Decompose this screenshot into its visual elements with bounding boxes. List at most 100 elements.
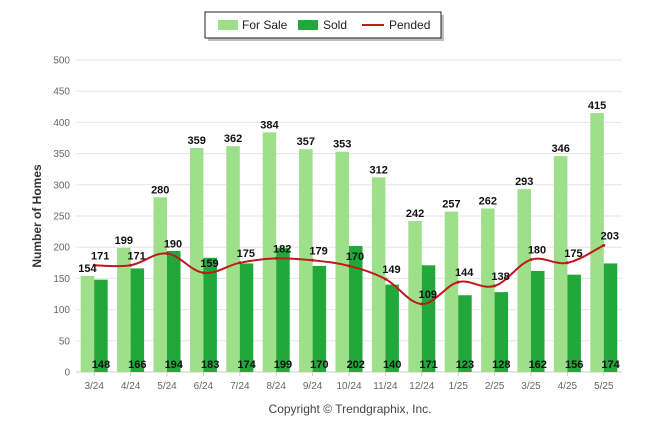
data-label-sold: 128	[492, 359, 510, 371]
bar-sold	[312, 265, 327, 372]
bar-for-sale	[117, 247, 131, 372]
data-label-pended: 170	[346, 251, 364, 263]
pended-point	[347, 264, 351, 268]
x-tick-label: 9/24	[303, 381, 323, 392]
x-axis: 3/24 4/24 5/24 6/24 7/24 8/24 9/24 10/24 11/24 12…	[84, 372, 614, 392]
bar-for-sale	[80, 275, 95, 372]
data-label-for-sale: 346	[551, 143, 569, 155]
bar-for-sale	[553, 156, 568, 372]
data-label-pended: 179	[309, 245, 327, 257]
pended-point	[274, 256, 278, 260]
data-label-sold: 166	[128, 359, 146, 371]
bar-sold	[167, 250, 181, 372]
x-tick-label: 12/24	[409, 381, 434, 392]
bar-for-sale	[517, 189, 531, 372]
data-label-pended: 182	[273, 243, 291, 255]
data-label-for-sale: 362	[224, 133, 242, 145]
data-label-for-sale: 154	[78, 263, 97, 275]
x-tick-label: 10/24	[336, 381, 361, 392]
bar-for-sale	[153, 197, 167, 372]
bar-sold	[458, 295, 472, 372]
y-tick-label: 400	[53, 118, 70, 129]
x-tick-label: 8/24	[266, 381, 286, 392]
bar-for-sale	[408, 220, 422, 372]
pended-line	[92, 243, 606, 306]
pended-point	[493, 284, 497, 288]
data-label-for-sale: 262	[479, 196, 497, 208]
bar-for-sale	[262, 132, 277, 372]
bar-for-sale	[371, 177, 386, 372]
y-tick-label: 150	[53, 274, 70, 285]
pended-point	[529, 258, 533, 262]
data-label-sold: 171	[419, 359, 437, 371]
data-label-pended: 175	[237, 248, 255, 260]
data-label-sold: 162	[529, 359, 547, 371]
pended-point	[311, 258, 315, 262]
data-label-sold: 183	[201, 359, 219, 371]
pended-point	[201, 271, 205, 275]
bar-sold	[494, 292, 509, 372]
pended-point	[456, 280, 460, 284]
data-label-pended: 138	[491, 271, 509, 283]
data-label-for-sale: 293	[515, 176, 533, 188]
data-label-sold: 199	[274, 359, 292, 371]
legend-swatch-for-sale	[218, 20, 238, 30]
y-tick-label: 250	[53, 212, 70, 223]
bar-for-sale	[226, 146, 240, 372]
data-label-pended: 171	[91, 250, 109, 262]
pended-point	[238, 261, 242, 265]
data-labels: 154 148 199 166 280 194 359 183 362 174 384 199 357 1…	[78, 100, 620, 371]
bar-for-sale	[444, 211, 459, 372]
data-label-sold: 170	[310, 359, 328, 371]
y-tick-label: 500	[53, 56, 70, 67]
bar-sold	[385, 284, 399, 372]
bar-for-sale	[590, 113, 604, 372]
copyright-footer: Copyright © Trendgraphix, Inc.	[269, 402, 432, 416]
data-label-pended: 144	[455, 267, 474, 279]
pended-point	[92, 263, 96, 267]
y-tick-label: 200	[53, 243, 70, 254]
data-label-sold: 140	[383, 359, 401, 371]
legend-label-pended: Pended	[389, 18, 430, 32]
bar-sold	[603, 263, 618, 372]
legend-box	[204, 11, 442, 39]
data-label-for-sale: 353	[333, 139, 351, 151]
data-label-pended: 159	[200, 258, 218, 270]
bar-for-sale	[335, 151, 349, 372]
x-tick-label: 1/25	[448, 381, 468, 392]
y-tick-label: 350	[53, 149, 70, 160]
data-label-sold: 174	[237, 359, 256, 371]
pended-point	[129, 263, 133, 267]
data-label-for-sale: 242	[406, 208, 424, 220]
x-tick-label: 3/24	[84, 381, 104, 392]
data-label-sold: 123	[456, 359, 474, 371]
pended-point	[165, 251, 169, 255]
data-label-for-sale: 384	[260, 119, 279, 131]
x-tick-label: 4/24	[121, 381, 141, 392]
bar-sold	[421, 265, 436, 372]
data-label-for-sale: 415	[588, 100, 606, 112]
data-label-for-sale: 357	[297, 136, 315, 148]
legend: For Sale Sold Pended	[204, 11, 444, 41]
data-label-sold: 174	[601, 359, 620, 371]
pended-point	[383, 277, 387, 281]
data-label-pended: 149	[382, 264, 400, 276]
data-label-pended: 109	[419, 289, 437, 301]
data-label-for-sale: 359	[187, 135, 205, 147]
y-tick-label: 450	[53, 87, 70, 98]
data-label-pended: 180	[528, 245, 546, 257]
bars	[80, 113, 618, 372]
data-label-sold: 156	[565, 359, 583, 371]
data-label-pended: 190	[164, 238, 182, 250]
y-tick-label: 50	[59, 336, 71, 347]
data-label-for-sale: 199	[115, 235, 133, 247]
data-label-pended: 203	[601, 230, 619, 242]
pended-point	[565, 261, 569, 265]
x-tick-label: 11/24	[373, 381, 398, 392]
legend-swatch-sold	[298, 20, 318, 30]
bar-sold	[203, 257, 217, 372]
x-tick-label: 5/25	[594, 381, 614, 392]
data-label-for-sale: 257	[442, 199, 460, 211]
y-axis-label: Number of Homes	[30, 164, 44, 268]
